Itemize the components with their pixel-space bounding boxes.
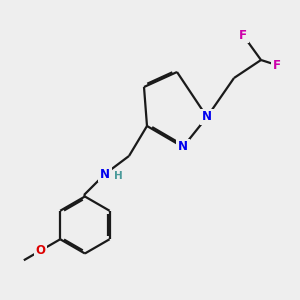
Text: F: F: [273, 58, 281, 72]
Text: N: N: [202, 110, 212, 124]
Text: H: H: [114, 171, 123, 181]
Text: N: N: [100, 167, 110, 181]
Text: N: N: [178, 140, 188, 154]
Text: O: O: [36, 244, 46, 257]
Text: F: F: [239, 28, 247, 42]
